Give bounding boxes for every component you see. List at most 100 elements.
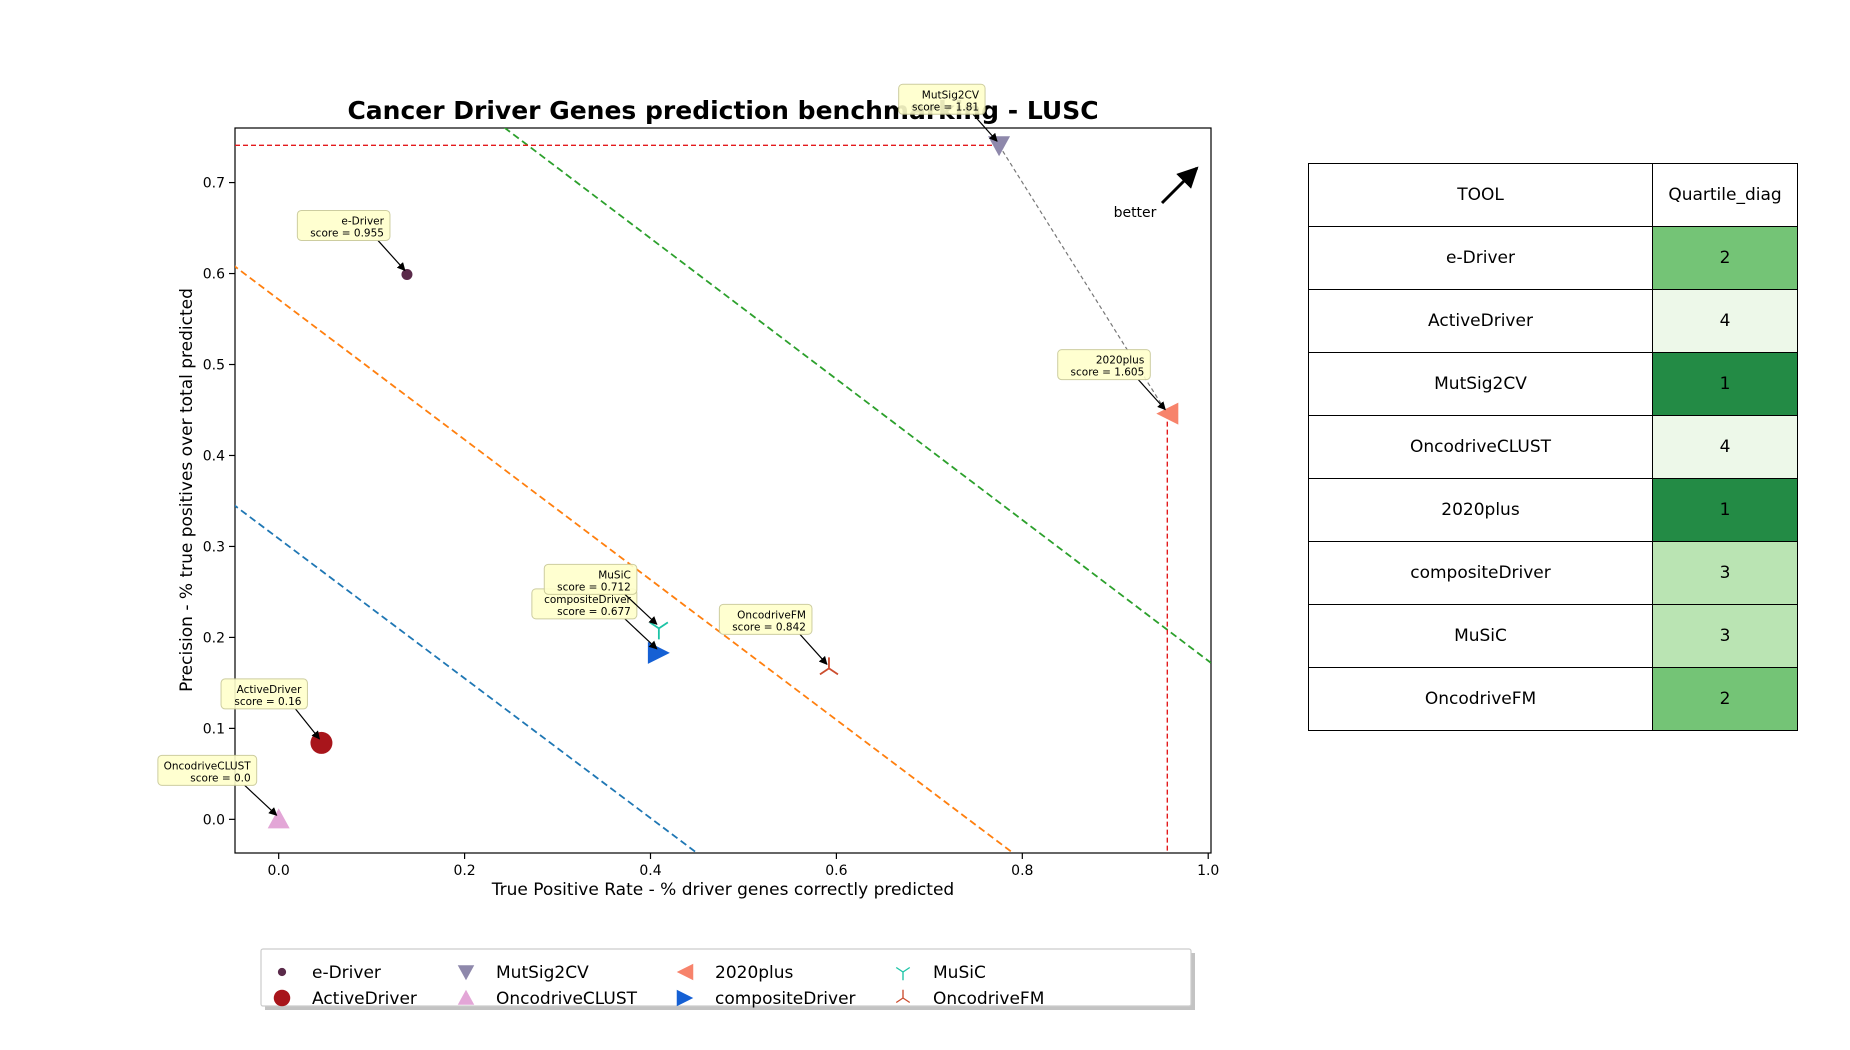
y-tick-label: 0.4 [203, 448, 225, 464]
annotation-arrow [624, 618, 658, 650]
table-row: e-Driver 2 [1308, 226, 1798, 290]
table-cell-quartile: 4 [1652, 289, 1798, 353]
x-tick-label: 0.2 [453, 863, 475, 879]
y-tick-label: 0.3 [203, 539, 225, 555]
legend-marker [895, 966, 911, 981]
table-row: MuSiC 3 [1308, 604, 1798, 668]
annotation-arrow [624, 593, 658, 625]
x-tick-label: 0.4 [639, 863, 661, 879]
annotation-score: score = 1.81 [912, 101, 979, 113]
y-tick-label: 0.7 [203, 176, 225, 192]
annotation-box [718, 603, 813, 635]
table-cell-quartile: 1 [1652, 478, 1798, 542]
better-arrow [1160, 166, 1199, 205]
point-oncodriveclust [267, 808, 290, 829]
legend-label: ActiveDriver [312, 989, 417, 1009]
annotation-arrow [294, 708, 320, 740]
y-tick-label: 0.0 [203, 812, 225, 828]
annotation-name: compositeDriver [544, 594, 631, 606]
legend-item-oncodrivefm: OncodriveFM [895, 989, 1044, 1009]
better-label: better [1114, 205, 1157, 221]
pareto-front-line [998, 144, 1168, 414]
y-tick-label: 0.1 [203, 721, 225, 737]
table-cell-tool: MutSig2CV [1308, 352, 1653, 416]
table-cell-tool: OncodriveFM [1308, 667, 1653, 731]
table-cell-tool: e-Driver [1308, 226, 1653, 290]
legend-label: OncodriveCLUST [496, 989, 638, 1009]
legend-item-compositedriver: compositeDriver [676, 989, 856, 1009]
legend-marker [676, 963, 694, 981]
legend-marker [895, 989, 911, 1004]
marker-shape [1156, 402, 1179, 425]
table-cell-quartile: 3 [1652, 541, 1798, 605]
annotation-box [157, 754, 258, 786]
annotation-name: MutSig2CV [922, 89, 980, 101]
table-cell-tool: compositeDriver [1308, 541, 1653, 605]
table-row: ActiveDriver 4 [1308, 289, 1798, 353]
marker-shape [676, 989, 694, 1007]
annotation-box [1057, 349, 1151, 381]
table-cell-quartile: 2 [1652, 226, 1798, 290]
table-row: OncodriveCLUST 4 [1308, 415, 1798, 479]
table-cell-tool: 2020plus [1308, 478, 1653, 542]
legend-box [260, 948, 1192, 1007]
marker-shape [310, 731, 333, 754]
annotation-arrow [377, 240, 406, 272]
table-cell-tool: OncodriveCLUST [1308, 415, 1653, 479]
marker-shape [676, 963, 694, 981]
annotation-score: score = 0.0 [190, 772, 250, 784]
marker-shape [457, 989, 475, 1005]
legend-item-music: MuSiC [895, 963, 986, 983]
annotation-name: MuSiC [598, 569, 631, 581]
annotation-arrow [244, 784, 278, 816]
marker-shape [273, 989, 291, 1007]
legend-marker [277, 967, 287, 977]
table-row: MutSig2CV 1 [1308, 352, 1798, 416]
legend-item-activedriver: ActiveDriver [273, 989, 417, 1009]
legend: e-Driver ActiveDriver MutSig2CV OncodriveCL… [260, 948, 1195, 1010]
annotation-box [220, 678, 308, 710]
annotation-name: 2020plus [1096, 355, 1144, 367]
annotation-arrow [972, 113, 998, 142]
y-axis-label: Precision - % true positives over total … [177, 288, 197, 692]
diagonal-line-1 [235, 504, 698, 853]
y-tick-label: 0.6 [203, 267, 225, 283]
annotation-box [898, 83, 986, 115]
annotation-box [296, 209, 391, 241]
annotation-score: score = 1.605 [1071, 367, 1145, 379]
diagonal-line-3 [503, 128, 1211, 664]
y-tick-label: 0.2 [203, 630, 225, 646]
annotation-score: score = 0.677 [557, 606, 631, 618]
legend-marker [457, 989, 475, 1005]
quartile-table: TOOL Quartile_diag e-Driver 2 ActiveDriver… [1308, 163, 1798, 731]
annotation-score: score = 0.16 [234, 696, 301, 708]
table-header-quartile: Quartile_diag [1652, 163, 1798, 227]
chart-title: Cancer Driver Genes prediction benchmark… [347, 96, 1098, 125]
marker-shape [819, 657, 839, 676]
annotation-name: e-Driver [341, 215, 384, 227]
marker-shape [267, 808, 290, 829]
annotation-name: ActiveDriver [237, 684, 302, 696]
table-cell-quartile: 2 [1652, 667, 1798, 731]
legend-label: MutSig2CV [496, 963, 589, 983]
x-tick-label: 0.6 [825, 863, 847, 879]
legend-item-oncodriveclust: OncodriveCLUST [457, 989, 638, 1009]
point-2020plus [1156, 402, 1179, 425]
marker-shape [895, 966, 911, 981]
point-e-driver [401, 268, 413, 280]
legend-marker [273, 989, 291, 1007]
annotation-score: score = 0.842 [732, 621, 806, 633]
legend-item-mutsig2cv: MutSig2CV [457, 963, 589, 983]
annotation-arrow [1137, 379, 1166, 411]
point-activedriver [310, 731, 333, 754]
legend-marker [676, 989, 694, 1007]
point-oncodrivefm [819, 657, 839, 676]
plot-area [234, 127, 1212, 854]
